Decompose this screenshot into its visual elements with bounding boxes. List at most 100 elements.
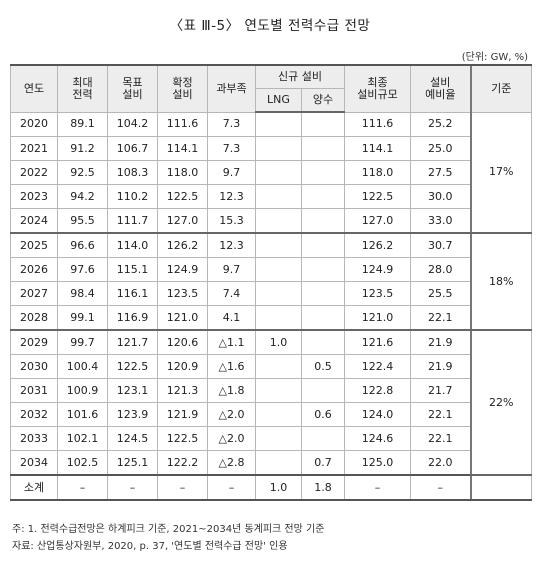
table-row: 2032 101.6 123.9 121.9 △2.0 0.6 124.0 22.1 (10, 402, 532, 427)
table-row: 2024 95.5 111.7 127.0 15.3 127.0 33.0 (10, 208, 532, 234)
cell-lng (255, 160, 302, 185)
cell-peak: 102.1 (57, 426, 108, 451)
cell-final: 126.2 (344, 233, 412, 258)
cell-year: 2022 (10, 160, 58, 185)
cell-standard: 17% (469, 112, 533, 234)
cell-pumped (300, 233, 346, 258)
cell-standard: 22% (469, 330, 533, 476)
cell-reserve: 25.2 (410, 112, 472, 137)
cell-target: 104.2 (107, 112, 158, 137)
total-pumped: 1.8 (300, 475, 346, 501)
cell-surplus: 15.3 (207, 208, 256, 234)
cell-surplus: 7.3 (207, 136, 256, 161)
cell-surplus: 9.7 (207, 257, 256, 282)
cell-year: 2025 (10, 233, 58, 258)
cell-confirmed: 120.6 (157, 330, 208, 355)
cell-peak: 92.5 (57, 160, 108, 185)
cell-pumped (300, 160, 346, 185)
cell-year: 2031 (10, 378, 58, 403)
total-confirmed: – (157, 475, 208, 501)
cell-final: 122.5 (344, 184, 412, 209)
cell-final: 123.5 (344, 281, 412, 306)
cell-pumped: 0.7 (300, 450, 346, 476)
table-row: 2020 89.1 104.2 111.6 7.3 111.6 25.2 17% (10, 112, 533, 234)
cell-year: 2020 (10, 112, 58, 137)
cell-lng (255, 402, 302, 427)
cell-confirmed: 122.5 (157, 426, 208, 451)
table-row: 2023 94.2 110.2 122.5 12.3 122.5 30.0 (10, 184, 532, 209)
total-lng: 1.0 (255, 475, 302, 501)
table-row: 2025 96.6 114.0 126.2 12.3 126.2 30.7 18% (10, 233, 533, 331)
table-row: 2029 99.7 121.7 120.6 △1.1 1.0 121.6 21.9 22% (10, 330, 533, 476)
cell-lng (255, 184, 302, 209)
table-row: 2027 98.4 116.1 123.5 7.4 123.5 25.5 (10, 281, 532, 306)
cell-peak: 94.2 (57, 184, 108, 209)
cell-peak: 98.4 (57, 281, 108, 306)
total-target: – (107, 475, 158, 501)
cell-pumped (300, 426, 346, 451)
cell-pumped (300, 305, 346, 331)
header-pumped: 양수 (300, 88, 346, 113)
cell-year: 2027 (10, 281, 58, 306)
cell-surplus: 7.4 (207, 281, 256, 306)
cell-surplus: △1.1 (207, 330, 256, 355)
cell-target: 106.7 (107, 136, 158, 161)
total-final: – (344, 475, 412, 501)
cell-peak: 99.1 (57, 305, 108, 331)
header-peak: 최대 전력 (57, 64, 108, 113)
cell-final: 122.8 (344, 378, 412, 403)
total-row: 소계 – – – –1.0 1.8– – (10, 475, 533, 501)
cell-surplus: △2.0 (207, 426, 256, 451)
cell-final: 124.6 (344, 426, 412, 451)
cell-peak: 100.4 (57, 354, 108, 379)
notes: 주: 1. 전력수급전망은 하계피크 기준, 2021~2034년 동계피크 전… (12, 521, 324, 555)
cell-lng (255, 426, 302, 451)
cell-target: 114.0 (107, 233, 158, 258)
cell-lng (255, 233, 302, 258)
cell-final: 124.0 (344, 402, 412, 427)
cell-surplus: 9.7 (207, 160, 256, 185)
total-label: 소계 (10, 475, 58, 501)
cell-surplus: 12.3 (207, 233, 256, 258)
header-target: 목표 설비 (107, 64, 158, 113)
cell-lng (255, 305, 302, 331)
cell-surplus: △1.8 (207, 378, 256, 403)
cell-confirmed: 121.3 (157, 378, 208, 403)
cell-confirmed: 123.5 (157, 281, 208, 306)
total-surplus: – (207, 475, 256, 501)
cell-reserve: 22.1 (410, 402, 472, 427)
table-row: 2022 92.5 108.3 118.0 9.7 118.0 27.5 (10, 160, 532, 185)
cell-surplus: △1.6 (207, 354, 256, 379)
header-surplus: 과부족 (207, 64, 256, 113)
cell-pumped (300, 208, 346, 234)
cell-surplus: △2.8 (207, 450, 256, 476)
cell-confirmed: 121.0 (157, 305, 208, 331)
cell-reserve: 22.1 (410, 305, 472, 331)
cell-year: 2030 (10, 354, 58, 379)
cell-surplus: 4.1 (207, 305, 256, 331)
cell-final: 122.4 (344, 354, 412, 379)
cell-confirmed: 124.9 (157, 257, 208, 282)
cell-year: 2029 (10, 330, 58, 355)
header-year: 연도 (10, 64, 58, 113)
table-row: 2030 100.4 122.5 120.9 △1.6 0.5 122.4 21.9 (10, 354, 532, 379)
cell-confirmed: 118.0 (157, 160, 208, 185)
cell-target: 123.9 (107, 402, 158, 427)
cell-final: 121.0 (344, 305, 412, 331)
header-reserve: 설비 예비율 (410, 64, 472, 113)
unit-label: (단위: GW, %) (461, 52, 528, 63)
cell-year: 2021 (10, 136, 58, 161)
cell-peak: 89.1 (57, 112, 108, 137)
cell-target: 110.2 (107, 184, 158, 209)
header-new-group: 신규 설비 (254, 64, 346, 89)
cell-standard: 18% (469, 233, 533, 331)
header-confirmed: 확정 설비 (157, 64, 208, 113)
cell-confirmed: 114.1 (157, 136, 208, 161)
cell-year: 2028 (10, 305, 58, 331)
cell-year: 2034 (10, 450, 58, 476)
cell-reserve: 30.7 (410, 233, 472, 258)
cell-reserve: 30.0 (410, 184, 472, 209)
table-row: 2034 102.5 125.1 122.2 △2.8 0.7 125.0 22.0 (10, 450, 532, 476)
cell-peak: 91.2 (57, 136, 108, 161)
cell-pumped (300, 184, 346, 209)
